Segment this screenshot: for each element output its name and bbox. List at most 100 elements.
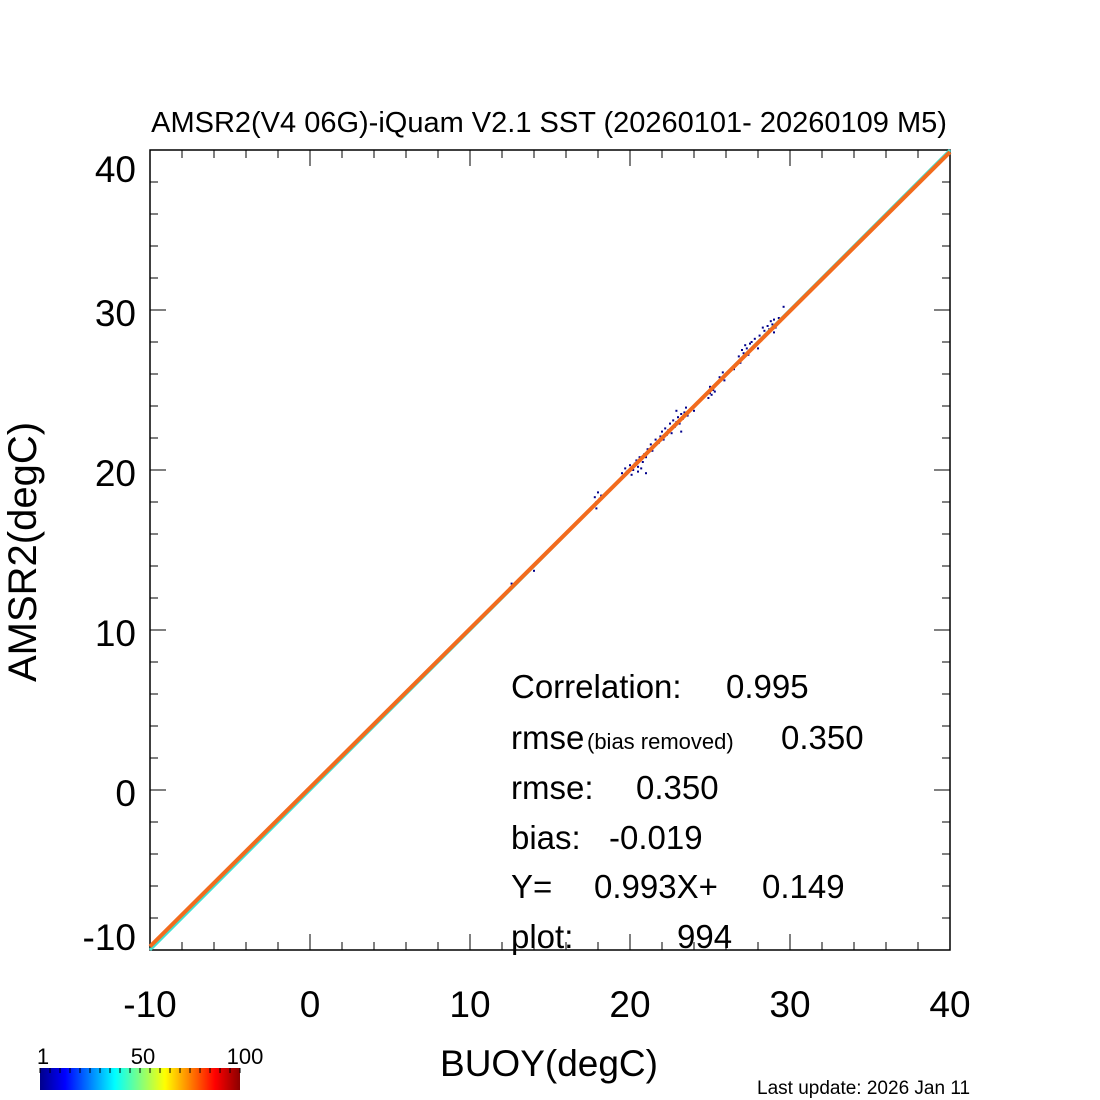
data-point — [510, 582, 513, 585]
data-point — [709, 385, 711, 388]
stat-rmse-br-value: 0.350 — [781, 719, 864, 756]
data-point — [645, 472, 647, 475]
data-point — [782, 305, 785, 308]
y-tick-label: 30 — [95, 293, 136, 334]
data-point — [707, 397, 710, 399]
data-point — [693, 409, 695, 412]
axis-ticks — [149, 149, 951, 951]
colorbar-label-max: 100 — [227, 1044, 264, 1069]
data-point — [675, 409, 678, 412]
data-point — [637, 465, 639, 468]
chart-title: AMSR2(V4 06G)-iQuam V2.1 SST (20260101- … — [151, 107, 947, 139]
data-point — [646, 448, 649, 451]
stats-box: Correlation: 0.995 rmse (bias removed) 0… — [511, 668, 864, 955]
data-point — [686, 414, 689, 417]
data-point — [637, 470, 639, 473]
data-point — [638, 456, 641, 459]
stat-plot-value: 994 — [677, 918, 732, 955]
data-point — [773, 331, 775, 334]
data-point — [723, 379, 726, 382]
stat-eq-slope: 0.993X+ — [594, 868, 718, 905]
stat-rmse-value: 0.350 — [636, 769, 719, 806]
data-point — [635, 459, 638, 462]
svg-text:Correlation: 0.995: Correlation: 0.995 — [511, 668, 809, 705]
data-point — [595, 507, 598, 510]
svg-text:rmse (bias removed): rmse (bias removed) 0.350 — [511, 719, 864, 756]
data-point — [649, 443, 652, 446]
x-tick-label: 0 — [300, 984, 321, 1025]
data-point — [678, 422, 681, 425]
data-point — [685, 406, 687, 409]
stat-correlation-label: Correlation: — [511, 668, 682, 705]
colorbar-ticks — [39, 1068, 241, 1073]
last-update-text: Last update: 2026 Jan 11 — [757, 1078, 970, 1099]
stat-eq-y: Y= — [511, 868, 552, 905]
data-point — [713, 390, 716, 393]
data-point — [771, 323, 774, 326]
y-tick-label: 40 — [95, 149, 136, 190]
data-point — [593, 496, 596, 499]
data-point — [645, 456, 647, 459]
y-tick-label: 10 — [95, 613, 136, 654]
data-point — [680, 430, 683, 433]
stat-bias-label: bias: — [511, 819, 581, 856]
data-point — [677, 416, 679, 419]
data-point — [777, 317, 780, 319]
data-point — [766, 325, 769, 327]
x-tick-label: 30 — [769, 984, 810, 1025]
data-point — [761, 326, 764, 329]
data-point — [621, 472, 623, 475]
data-point — [672, 419, 675, 422]
colorbar: 1 50 100 — [37, 1044, 263, 1090]
data-point — [632, 469, 635, 471]
stat-rmse-label: rmse: — [511, 769, 594, 806]
data-point — [744, 344, 747, 347]
data-point — [533, 569, 535, 572]
y-axis-label: AMSR2(degC) — [1, 422, 45, 682]
data-point — [773, 318, 775, 321]
data-point — [669, 422, 671, 425]
colorbar-label-mid: 50 — [131, 1044, 155, 1069]
y-tick-label: 0 — [115, 773, 136, 814]
stat-eq-intercept: 0.149 — [762, 868, 845, 905]
data-point — [741, 349, 743, 351]
data-point — [769, 320, 772, 323]
y-tick-labels: -10 0 10 20 30 40 — [83, 149, 136, 958]
x-tick-label: 20 — [609, 984, 650, 1025]
data-point — [651, 449, 654, 452]
x-axis-label: BUOY(degC) — [440, 1043, 658, 1084]
data-point — [630, 473, 633, 476]
data-point — [670, 432, 673, 435]
data-point — [629, 464, 631, 467]
stat-rmse-br-sub: (bias removed) — [587, 729, 734, 754]
data-point — [737, 355, 740, 358]
x-tick-label: 40 — [929, 984, 970, 1025]
data-point — [749, 342, 751, 345]
colorbar-gradient — [40, 1068, 240, 1090]
data-point — [753, 337, 756, 340]
data-point — [750, 341, 753, 343]
data-point — [758, 334, 761, 337]
data-point — [641, 461, 644, 463]
stat-plot-label: plot: — [511, 918, 573, 955]
plot-area-frame — [149, 149, 951, 951]
data-point — [721, 371, 724, 374]
svg-text:rmse: 0.350: rmse: 0.350 — [511, 769, 719, 806]
svg-text:bias: -0.019: bias: -0.019 — [511, 819, 703, 856]
x-tick-label: -10 — [123, 984, 176, 1025]
data-point — [654, 438, 657, 441]
svg-text:plot: 994: plot: 994 — [511, 918, 732, 955]
stat-correlation-value: 0.995 — [726, 668, 809, 705]
y-tick-label: 20 — [95, 453, 136, 494]
x-tick-label: 10 — [449, 984, 490, 1025]
data-point — [661, 430, 663, 433]
data-point — [597, 491, 599, 494]
data-point — [659, 435, 662, 438]
data-point — [680, 413, 683, 415]
data-point — [640, 467, 643, 470]
data-point — [624, 467, 627, 470]
fit-line — [148, 150, 952, 948]
data-points — [510, 305, 785, 585]
data-point — [710, 393, 713, 396]
